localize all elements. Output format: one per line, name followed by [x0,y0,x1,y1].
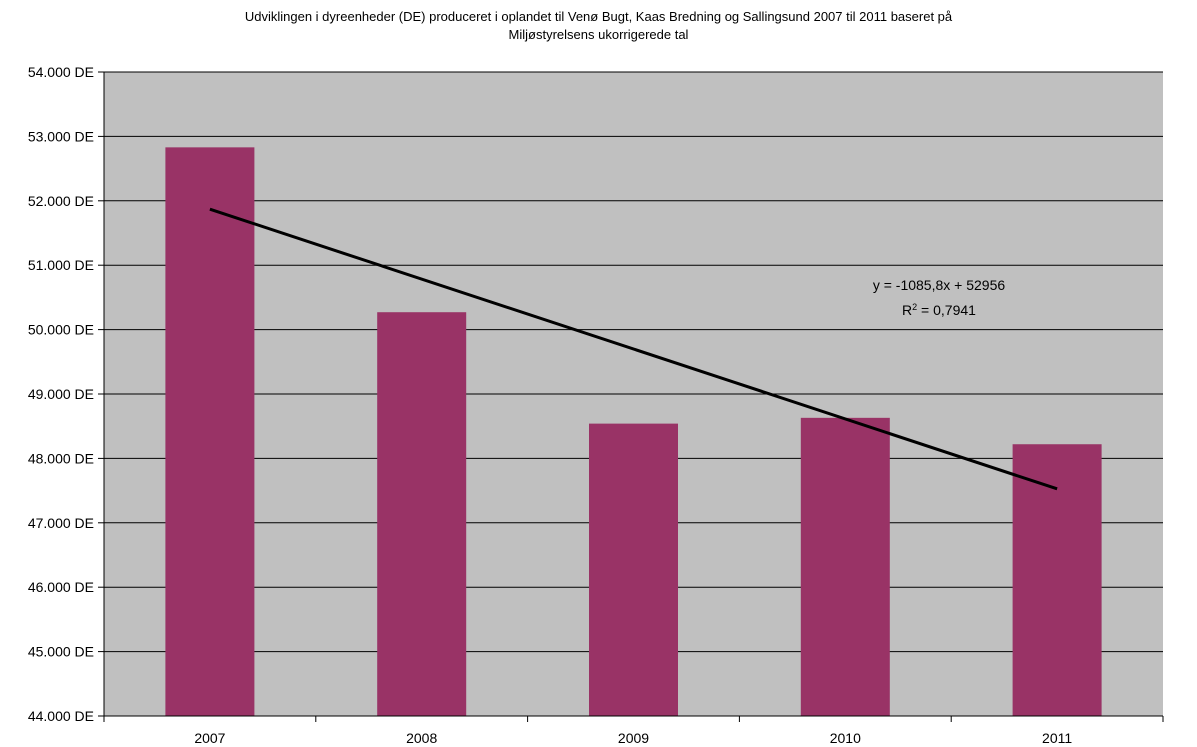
y-tick-label: 46.000 DE [28,579,94,595]
r-squared-exponent: 2 [912,302,917,312]
y-tick-label: 54.000 DE [28,64,94,80]
y-tick-label: 53.000 DE [28,128,94,144]
trendline-equation: y = -1085,8x + 52956 [873,277,1006,293]
bars [165,147,1102,716]
y-tick-label: 47.000 DE [28,515,94,531]
y-tick-label: 48.000 DE [28,450,94,466]
x-tick-label: 2010 [830,730,861,746]
bar-2011 [1012,444,1102,716]
axes [98,71,1164,722]
y-tick-label: 45.000 DE [28,644,94,660]
y-tick-label: 50.000 DE [28,322,94,338]
y-tick-label: 51.000 DE [28,257,94,273]
bar-2010 [800,417,890,716]
r-squared-value: = 0,7941 [917,302,976,318]
trendline-r-squared: R2 = 0,7941 [902,302,976,318]
y-tick-label: 44.000 DE [28,708,94,724]
x-tick-label: 2011 [1042,730,1072,746]
trendline [209,207,1058,491]
bar-2007 [165,147,255,716]
x-tick-label: 2007 [194,730,225,746]
x-tick-label: 2008 [406,730,437,746]
x-tick-label: 2009 [618,730,649,746]
r-squared-prefix: R [902,302,912,318]
bar-2008 [377,312,467,716]
tick-labels: 44.000 DE 45.000 DE 46.000 DE 47.000 DE 48.0… [28,64,1073,746]
chart-title: Udviklingen i dyreenheder (DE) producere… [0,8,1197,44]
y-tick-label: 52.000 DE [28,193,94,209]
bar-2009 [589,423,678,716]
trendline-group [209,207,1058,491]
chart-title-line-1: Udviklingen i dyreenheder (DE) producere… [244,9,953,24]
chart-title-line-2: Miljøstyrelsens ukorrigerede tal [508,27,689,42]
y-tick-label: 49.000 DE [28,386,94,402]
